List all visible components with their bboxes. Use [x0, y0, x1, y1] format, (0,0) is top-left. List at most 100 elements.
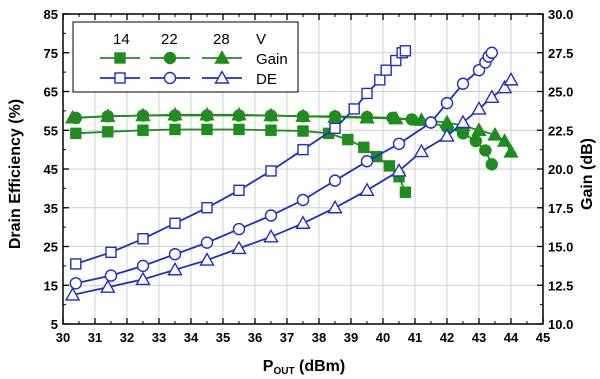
data-point — [135, 107, 151, 122]
series-de-28v — [64, 71, 519, 301]
data-point — [265, 165, 277, 177]
data-point — [485, 46, 498, 59]
series-de-22v — [69, 46, 498, 290]
data-point — [503, 144, 519, 158]
x-tick-label: 40 — [376, 330, 390, 345]
data-point — [359, 182, 375, 197]
legend-header-28: 28 — [213, 31, 230, 48]
y-right-tick-label: 25.0 — [548, 85, 573, 100]
data-point — [455, 114, 471, 129]
data-point — [391, 163, 407, 177]
y-right-tick-label: 12.5 — [548, 278, 573, 293]
x-tick-label: 37 — [280, 330, 294, 345]
data-point — [361, 87, 373, 100]
x-tick-label: 33 — [152, 330, 166, 345]
data-point — [70, 127, 82, 140]
legend-marker-gain-triangle — [214, 50, 230, 64]
data-point — [360, 155, 374, 168]
data-point — [167, 261, 183, 276]
y-right-tick-label: 15.0 — [548, 240, 573, 255]
y-right-tick-label: 22.5 — [548, 123, 573, 138]
data-point — [233, 123, 245, 136]
legend-marks — [100, 50, 242, 85]
legend-box — [72, 21, 299, 93]
y-right-tick-label: 17.5 — [548, 201, 573, 216]
data-point — [424, 116, 438, 129]
data-point — [390, 54, 402, 67]
data-point — [169, 217, 181, 229]
legend-header-unit: V — [256, 31, 266, 48]
x-tick-label: 34 — [184, 330, 199, 345]
data-point — [137, 233, 149, 245]
data-point — [297, 143, 309, 156]
y-left-tick-label: 15 — [44, 278, 58, 293]
x-axis-title-unit: (dBm) — [295, 358, 346, 375]
y-left-tick-label: 25 — [44, 240, 58, 255]
data-point — [496, 133, 513, 147]
data-point — [102, 126, 114, 138]
y-axis-left-title: Drain Efficiency (%) — [7, 99, 24, 249]
data-point — [469, 134, 482, 148]
legend-marker-gain-square — [114, 52, 126, 64]
data-point — [374, 74, 386, 86]
x-tick-label: 44 — [504, 330, 519, 345]
x-axis-title: POUT (dBm) — [263, 358, 345, 377]
series-de-14v — [70, 45, 412, 270]
data-point — [231, 240, 247, 255]
data-point — [297, 125, 309, 137]
data-point — [296, 193, 310, 207]
data-point — [383, 160, 396, 172]
series-layer — [64, 45, 519, 301]
data-point — [135, 271, 151, 286]
data-point — [231, 106, 247, 121]
data-point — [399, 45, 412, 57]
data-point — [233, 184, 245, 197]
y-left-tick-label: 85 — [44, 7, 58, 22]
data-point — [64, 109, 81, 124]
x-tick-label: 41 — [408, 330, 422, 345]
data-point — [342, 133, 354, 146]
legend: 14 22 28 V Gain DE — [72, 21, 299, 93]
data-point — [295, 108, 311, 123]
data-point — [471, 101, 487, 115]
axis-labels: 30 31 32 33 34 35 36 37 38 39 40 41 42 43 44 45 5 15 25 35 4… — [44, 7, 574, 345]
legend-marker-de-square — [114, 72, 126, 84]
data-point — [201, 202, 213, 214]
data-point — [136, 259, 150, 273]
data-point — [263, 107, 279, 122]
x-tick-label: 36 — [248, 330, 262, 345]
legend-marker-de-triangle — [214, 70, 230, 84]
data-point — [100, 108, 116, 123]
data-point — [399, 186, 412, 198]
data-point — [69, 277, 83, 290]
x-axis-title-main: P — [263, 358, 274, 375]
y-left-tick-label: 65 — [44, 85, 58, 100]
x-tick-label: 43 — [472, 330, 486, 345]
data-point — [484, 89, 500, 104]
data-point — [471, 122, 487, 136]
y-right-tick-label: 10.0 — [548, 317, 573, 332]
data-point — [199, 252, 215, 266]
data-point — [348, 103, 360, 115]
data-point — [328, 174, 342, 187]
data-point — [232, 222, 246, 236]
data-point — [137, 124, 149, 136]
data-point — [358, 141, 370, 154]
data-point — [503, 71, 519, 86]
x-tick-label: 35 — [216, 330, 230, 345]
data-point — [201, 123, 213, 136]
data-point — [327, 109, 343, 123]
legend-header-14: 14 — [113, 31, 130, 48]
x-tick-label: 32 — [120, 330, 134, 345]
y-right-tick-label: 20.0 — [548, 162, 573, 177]
y-left-tick-label: 5 — [51, 317, 58, 332]
x-tick-label: 42 — [440, 330, 454, 345]
legend-label-gain: Gain — [256, 51, 288, 68]
data-point — [200, 236, 214, 249]
data-point — [487, 126, 503, 141]
data-point — [359, 109, 375, 124]
x-tick-label: 45 — [536, 330, 550, 345]
axis-ticks — [62, 13, 544, 325]
data-point — [100, 279, 116, 293]
